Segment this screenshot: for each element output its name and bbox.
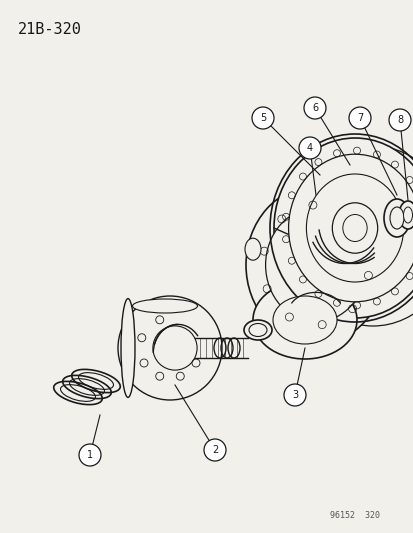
Ellipse shape bbox=[243, 320, 271, 340]
Ellipse shape bbox=[118, 296, 221, 400]
Circle shape bbox=[303, 97, 325, 119]
Ellipse shape bbox=[272, 296, 336, 344]
Circle shape bbox=[298, 137, 320, 159]
Ellipse shape bbox=[265, 208, 366, 322]
Ellipse shape bbox=[252, 281, 356, 359]
Ellipse shape bbox=[288, 154, 413, 302]
Circle shape bbox=[348, 107, 370, 129]
Text: 21B-320: 21B-320 bbox=[18, 22, 82, 37]
Ellipse shape bbox=[291, 146, 413, 326]
Ellipse shape bbox=[244, 238, 260, 260]
Ellipse shape bbox=[398, 201, 413, 229]
Ellipse shape bbox=[383, 199, 409, 237]
Ellipse shape bbox=[342, 214, 366, 241]
Circle shape bbox=[252, 107, 273, 129]
Ellipse shape bbox=[273, 138, 413, 318]
Circle shape bbox=[204, 439, 225, 461]
Ellipse shape bbox=[332, 203, 377, 253]
Ellipse shape bbox=[121, 298, 135, 398]
Text: 8: 8 bbox=[396, 115, 402, 125]
Ellipse shape bbox=[248, 324, 266, 336]
Ellipse shape bbox=[403, 207, 411, 223]
Text: 6: 6 bbox=[311, 103, 317, 113]
Text: 3: 3 bbox=[291, 390, 297, 400]
Text: 2: 2 bbox=[211, 445, 218, 455]
Circle shape bbox=[283, 384, 305, 406]
Ellipse shape bbox=[245, 186, 385, 344]
Ellipse shape bbox=[389, 207, 403, 229]
Text: 7: 7 bbox=[356, 113, 362, 123]
Text: 5: 5 bbox=[259, 113, 266, 123]
Text: 96152  320: 96152 320 bbox=[329, 511, 379, 520]
Circle shape bbox=[79, 444, 101, 466]
Text: 1: 1 bbox=[87, 450, 93, 460]
Ellipse shape bbox=[306, 174, 403, 282]
Ellipse shape bbox=[132, 299, 197, 313]
Text: 4: 4 bbox=[306, 143, 312, 153]
Circle shape bbox=[388, 109, 410, 131]
Ellipse shape bbox=[152, 326, 197, 370]
